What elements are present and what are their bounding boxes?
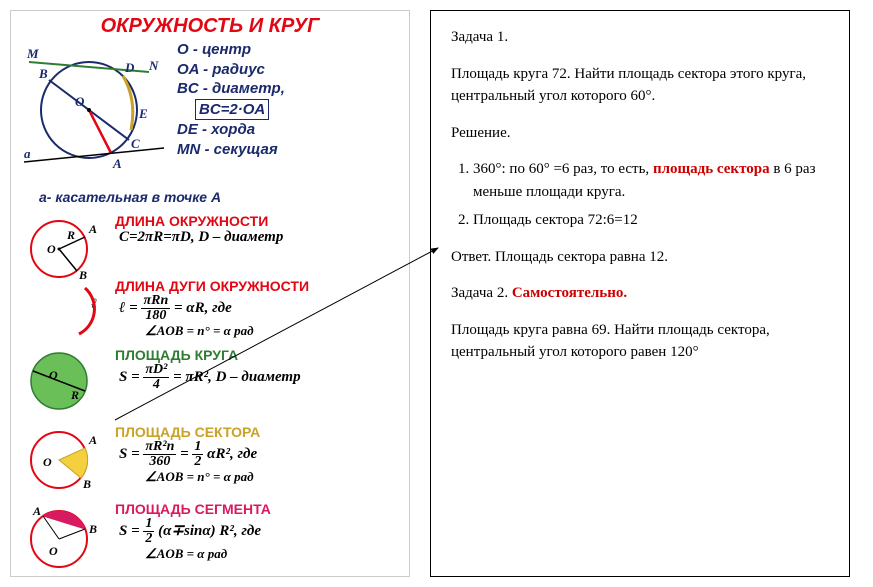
definitions: O - центр OA - радиус BC - диаметр, BC=2… <box>177 40 401 185</box>
svg-text:N: N <box>148 58 159 73</box>
task1-heading: Задача 1. <box>451 26 829 49</box>
svg-text:a: a <box>24 146 31 161</box>
sub-arc: ∠AOB = n° = α рад <box>115 323 401 339</box>
answer: Ответ. Площадь сектора равна 12. <box>451 246 829 269</box>
top-section: M N B D O E C A a O - центр OA - радиус … <box>11 40 409 189</box>
self-label: Самостоятельно. <box>512 285 627 301</box>
problem-panel: Задача 1. Площадь круга 72. Найти площад… <box>430 10 850 577</box>
diagram-segment: A B O <box>19 501 109 574</box>
svg-text:C: C <box>131 136 140 151</box>
svg-text:O: O <box>49 368 58 382</box>
diagram-arc: ℓ <box>19 278 109 343</box>
svg-text:O: O <box>49 544 58 558</box>
formula-circumference: C=2πR=πD, D – диаметр <box>115 229 401 246</box>
diagram-disk: O R <box>19 347 109 420</box>
solution-heading: Решение. <box>451 122 829 145</box>
page-container: ОКРУЖНОСТЬ И КРУГ <box>10 10 863 577</box>
formula-arc: ℓ = πRn180 = αR, где <box>115 294 401 323</box>
def-chord: DE - хорда <box>177 120 401 140</box>
svg-text:A: A <box>88 222 97 236</box>
svg-text:A: A <box>112 156 122 171</box>
task2-text: Площадь круга равна 69. Найти площадь се… <box>451 319 829 364</box>
row-sector: O A B ПЛОЩАДЬ СЕКТОРА S = πR²n360 = 12 α… <box>11 422 409 499</box>
formula-poster: ОКРУЖНОСТЬ И КРУГ <box>10 10 410 577</box>
diagram-circumference: O R A B <box>19 213 109 286</box>
main-circle-diagram: M N B D O E C A a <box>19 40 169 185</box>
def-secant: MN - секущая <box>177 140 401 160</box>
def-radius: OA - радиус <box>177 60 401 80</box>
formula-disk: S = πD²4 = πR², D – диаметр <box>115 363 401 392</box>
svg-text:B: B <box>88 522 97 536</box>
svg-text:O: O <box>47 242 56 256</box>
svg-text:R: R <box>70 388 79 402</box>
task2-heading: Задача 2. Самостоятельно. <box>451 282 829 305</box>
svg-text:O: O <box>75 94 85 109</box>
svg-text:A: A <box>88 433 97 447</box>
solution-step-1: 360°: по 60° =6 раз, то есть, площадь се… <box>473 158 829 203</box>
task1-text: Площадь круга 72. Найти площадь сектора … <box>451 63 829 108</box>
def-diameter-eq: BC=2·OA <box>195 99 269 121</box>
svg-text:A: A <box>32 504 41 518</box>
def-tangent: a- касательная в точке A <box>11 189 409 211</box>
svg-text:B: B <box>82 477 91 491</box>
title-arc: ДЛИНА ДУГИ ОКРУЖНОСТИ <box>115 278 401 294</box>
row-disk: O R ПЛОЩАДЬ КРУГА S = πD²4 = πR², D – ди… <box>11 345 409 422</box>
poster-title: ОКРУЖНОСТЬ И КРУГ <box>11 11 409 40</box>
svg-text:D: D <box>124 60 135 75</box>
title-segment: ПЛОЩАДЬ СЕГМЕНТА <box>115 501 401 517</box>
svg-text:O: O <box>43 455 52 469</box>
formula-sector: S = πR²n360 = 12 αR², где <box>115 440 401 469</box>
sector-area-highlight: площадь сектора <box>653 161 770 177</box>
title-disk: ПЛОЩАДЬ КРУГА <box>115 347 401 363</box>
svg-text:E: E <box>138 106 148 121</box>
diagram-sector: O A B <box>19 424 109 497</box>
def-center: O - центр <box>177 40 401 60</box>
solution-list: 360°: по 60° =6 раз, то есть, площадь се… <box>451 158 829 232</box>
svg-text:M: M <box>26 46 39 61</box>
solution-step-2: Площадь сектора 72:6=12 <box>473 209 829 232</box>
sub-sector: ∠AOB = n° = α рад <box>115 469 401 485</box>
sub-segment: ∠AOB = α рад <box>115 546 401 562</box>
title-sector: ПЛОЩАДЬ СЕКТОРА <box>115 424 401 440</box>
formula-segment: S = 12 (α∓sinα) R², где <box>115 517 401 546</box>
svg-text:B: B <box>38 66 48 81</box>
row-segment: A B O ПЛОЩАДЬ СЕГМЕНТА S = 12 (α∓sinα) R… <box>11 499 409 576</box>
svg-text:R: R <box>66 228 75 242</box>
def-diameter: BC - диаметр, <box>177 79 401 99</box>
row-arc: ℓ ДЛИНА ДУГИ ОКРУЖНОСТИ ℓ = πRn180 = αR,… <box>11 276 409 345</box>
title-circumference: ДЛИНА ОКРУЖНОСТИ <box>115 213 401 229</box>
